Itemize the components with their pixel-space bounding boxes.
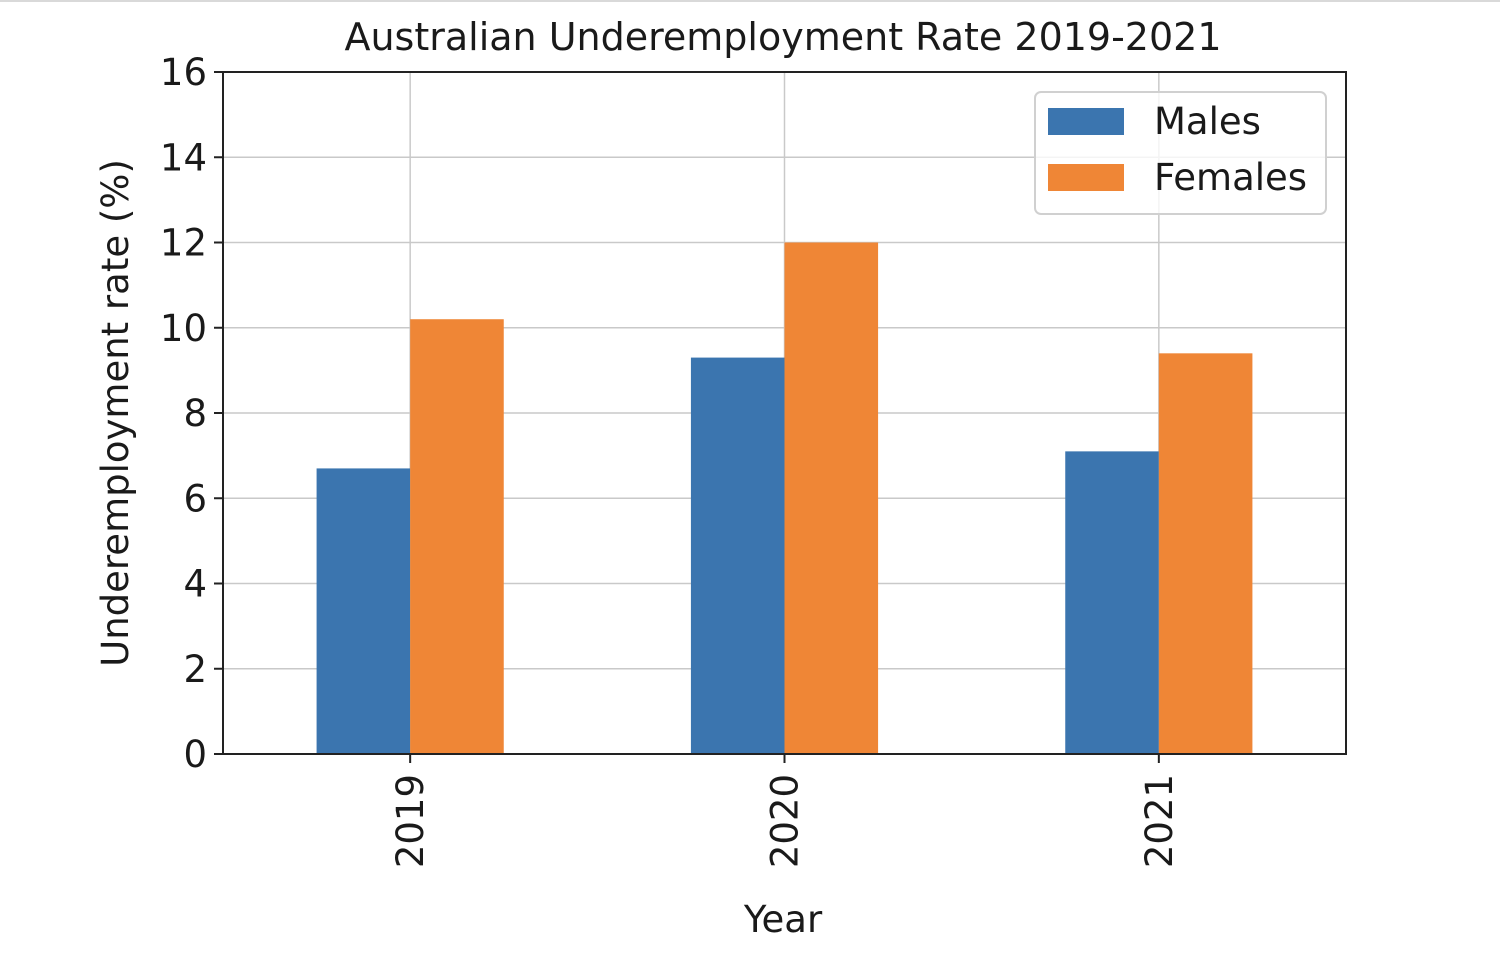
y-tick-label: 6: [183, 477, 207, 520]
x-axis-ticks: 2019 2020 2021: [389, 754, 1181, 868]
bar-females-2020: [784, 242, 879, 754]
bars: [316, 242, 1253, 754]
y-tick-label: 16: [160, 51, 207, 94]
y-axis-label: Underemployment rate (%): [94, 159, 137, 667]
y-tick-label: 8: [183, 392, 207, 435]
x-tick-label: 2020: [764, 774, 807, 868]
bar-males-2021: [1065, 451, 1159, 754]
top-divider: [0, 0, 1500, 2]
chart-title: Australian Underemployment Rate 2019-202…: [344, 15, 1221, 59]
y-tick-label: 2: [183, 648, 207, 691]
bar-males-2019: [316, 468, 411, 754]
y-tick-label: 4: [183, 563, 207, 606]
y-tick-label: 0: [183, 733, 207, 776]
bar-females-2021: [1158, 353, 1253, 754]
bar-males-2020: [690, 357, 785, 754]
legend-swatch-females: [1048, 164, 1124, 191]
legend-label-females: Females: [1154, 156, 1307, 199]
legend-swatch-males: [1048, 108, 1124, 135]
y-axis-ticks: 0 2 4 6 8 10 12 14 16: [160, 51, 223, 776]
legend: Males Females: [1034, 91, 1327, 215]
y-tick-label: 14: [160, 136, 207, 179]
bar-females-2019: [410, 319, 504, 754]
x-tick-label: 2019: [389, 774, 432, 868]
x-tick-label: 2021: [1138, 774, 1181, 868]
y-tick-label: 10: [160, 307, 207, 350]
x-axis-label: Year: [743, 898, 823, 941]
y-tick-label: 12: [160, 222, 207, 265]
legend-label-males: Males: [1154, 100, 1261, 143]
